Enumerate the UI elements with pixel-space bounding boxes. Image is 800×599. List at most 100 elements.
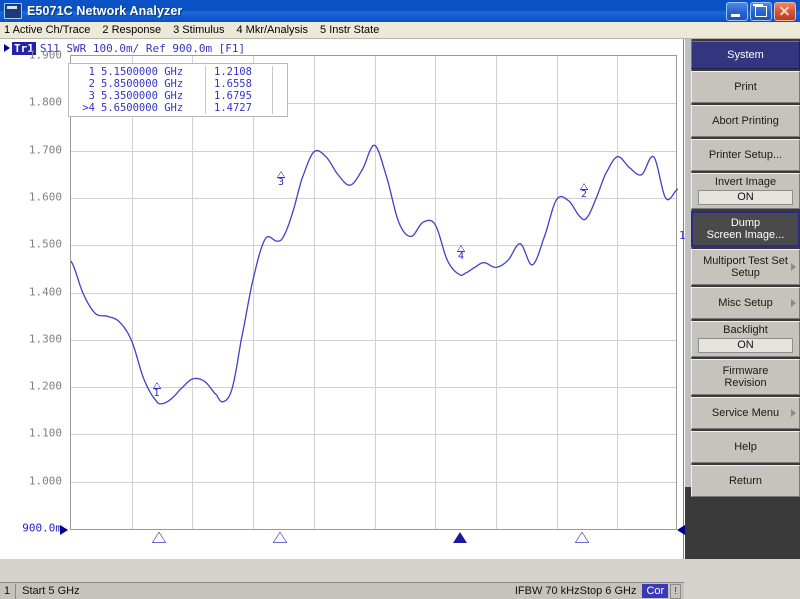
marker-triangle-icon: [580, 183, 588, 190]
y-axis-labels: 1.900 1.800 1.700 1.600 1.500 1.400 1.30…: [0, 49, 70, 535]
title-bar: E5071C Network Analyzer: [0, 0, 800, 23]
status-ifbw[interactable]: IFBW 70 kHz: [514, 585, 580, 597]
softkey-backlight[interactable]: Backlight ON: [691, 321, 800, 357]
x-axis-marker-1[interactable]: [152, 532, 166, 543]
y-tick-1800: 1.800: [28, 95, 62, 109]
trace-settings-text: S11 SWR 100.0m/ Ref 900.0m [F1]: [39, 41, 246, 55]
status-flag-badge: !: [670, 583, 681, 599]
softkey-title-system: System: [691, 41, 800, 69]
softkey-title-label: System: [727, 49, 764, 61]
softkey-firmware-revision[interactable]: Firmware Revision: [691, 359, 800, 395]
softkey-service-menu[interactable]: Service Menu: [691, 397, 800, 429]
gridline-h: [71, 434, 676, 436]
trace-graph[interactable]: 1 3 4 2: [70, 55, 678, 530]
softkey-label-line1: Firmware: [722, 365, 769, 377]
marker-label: 2: [580, 189, 588, 200]
softkey-label: Misc Setup: [718, 297, 773, 309]
marker-number: 3: [88, 90, 95, 102]
x-axis-marker-3[interactable]: [273, 532, 287, 543]
menu-item-mkr-analysis[interactable]: 4 Mkr/Analysis: [236, 23, 309, 36]
trace-marker-2[interactable]: 2: [580, 183, 588, 200]
gridline-h: [71, 103, 676, 105]
y-tick-1300: 1.300: [28, 332, 62, 346]
softkey-label: Service Menu: [711, 407, 780, 419]
y-tick-1500: 1.500: [28, 237, 62, 251]
softkey-misc-setup[interactable]: Misc Setup: [691, 287, 800, 319]
gridline-h: [71, 150, 676, 152]
softkey-abort-printing[interactable]: Abort Printing: [691, 105, 800, 137]
gridline-h: [71, 339, 676, 341]
y-tick-1100: 1.100: [28, 426, 62, 440]
marker-value: 1.2108: [206, 66, 273, 78]
window-title: E5071C Network Analyzer: [27, 4, 183, 18]
softkey-invert-image[interactable]: Invert Image ON: [691, 173, 800, 209]
marker-label: 3: [277, 177, 285, 188]
gridline-h: [71, 481, 676, 483]
gridline-h: [71, 292, 676, 294]
softkey-label: Return: [728, 475, 763, 487]
menu-item-active-ch-trace[interactable]: 1 Active Ch/Trace: [4, 23, 91, 36]
softkey-dump-screen-image[interactable]: Dump Screen Image...: [691, 211, 800, 247]
softkey-value-invert-image[interactable]: ON: [698, 190, 793, 205]
status-stop-frequency[interactable]: Stop 6 GHz: [579, 585, 637, 597]
trace-marker-3[interactable]: 3: [277, 171, 285, 188]
marker-label: 1: [153, 388, 160, 399]
measurement-area: Tr1 S11 SWR 100.0m/ Ref 900.0m [F1] 1.90…: [0, 39, 686, 599]
softkey-printer-setup[interactable]: Printer Setup...: [691, 139, 800, 171]
marker-row-active[interactable]: >4 5.6500000 GHz 1.4727: [69, 102, 285, 114]
marker-value: 1.6795: [206, 90, 273, 102]
marker-row[interactable]: 1 5.1500000 GHz 1.2108: [69, 66, 285, 78]
x-axis-marker-2[interactable]: [575, 532, 589, 543]
marker-pad: [273, 66, 285, 78]
trace-status-line[interactable]: Tr1 S11 SWR 100.0m/ Ref 900.0m [F1]: [4, 41, 245, 55]
softkey-label: Print: [734, 81, 757, 93]
marker-readout-table[interactable]: 1 5.1500000 GHz 1.2108 2 5.8500000 GHz 1…: [68, 63, 288, 117]
trace-marker-4[interactable]: 4: [457, 245, 465, 262]
trace-badge[interactable]: Tr1: [12, 41, 36, 55]
menu-item-response[interactable]: 2 Response: [102, 23, 162, 36]
trace-select-arrow-icon: [4, 44, 10, 52]
window-controls: [726, 1, 796, 21]
analyzer-app-icon: [4, 3, 22, 19]
marker-pad: [273, 90, 285, 102]
instrument-display: Tr1 S11 SWR 100.0m/ Ref 900.0m [F1] 1.90…: [0, 39, 800, 599]
trace-marker-1[interactable]: 1: [152, 382, 161, 399]
marker-row[interactable]: 3 5.3500000 GHz 1.6795: [69, 90, 285, 102]
window-bottom-fill: [0, 559, 800, 567]
status-start-frequency[interactable]: Start 5 GHz: [22, 585, 80, 597]
softkey-label-line1: Multiport Test Set: [703, 255, 788, 267]
marker-row[interactable]: 2 5.8500000 GHz 1.6558: [69, 78, 285, 90]
marker-triangle-icon: [152, 382, 161, 389]
menu-item-stimulus[interactable]: 3 Stimulus: [173, 23, 225, 36]
y-tick-1400: 1.400: [28, 285, 62, 298]
softkey-label: Abort Printing: [712, 115, 779, 127]
menu-item-instr-state[interactable]: 5 Instr State: [320, 23, 380, 36]
channel-number-label: 1: [679, 229, 686, 242]
gridline-h: [71, 245, 676, 247]
ref-level-arrow-left-icon: [60, 525, 68, 535]
x-axis-marker-4-active[interactable]: [453, 532, 467, 543]
status-correction-badge[interactable]: Cor: [642, 584, 669, 598]
minimize-icon[interactable]: [726, 1, 748, 21]
softkey-label-line2: Screen Image...: [706, 229, 785, 241]
marker-frequency: 5.1500000 GHz: [101, 66, 206, 78]
menu-bar: 1 Active Ch/Trace 2 Response 3 Stimulus …: [0, 22, 800, 39]
marker-pad: [273, 78, 285, 90]
softkey-list: System Print Abort Printing Printer Setu…: [691, 41, 800, 499]
status-bar: 1 Start 5 GHz IFBW 70 kHz Stop 6 GHz Cor…: [0, 582, 684, 599]
softkey-panel: System Print Abort Printing Printer Setu…: [685, 39, 800, 567]
gridline-h: [71, 387, 676, 389]
softkey-print[interactable]: Print: [691, 71, 800, 103]
marker-number: >4: [82, 102, 95, 114]
y-tick-1200: 1.200: [28, 379, 62, 393]
y-tick-1900: 1.900: [28, 48, 62, 62]
marker-frequency: 5.6500000 GHz: [101, 102, 206, 114]
softkey-help[interactable]: Help: [691, 431, 800, 463]
restore-icon[interactable]: [750, 1, 772, 21]
close-icon[interactable]: [774, 1, 796, 21]
marker-triangle-icon: [277, 171, 285, 178]
softkey-return[interactable]: Return: [691, 465, 800, 497]
chevron-right-icon: [791, 299, 796, 307]
softkey-multiport-test-set-setup[interactable]: Multiport Test Set Setup: [691, 249, 800, 285]
softkey-value-backlight[interactable]: ON: [698, 338, 793, 353]
